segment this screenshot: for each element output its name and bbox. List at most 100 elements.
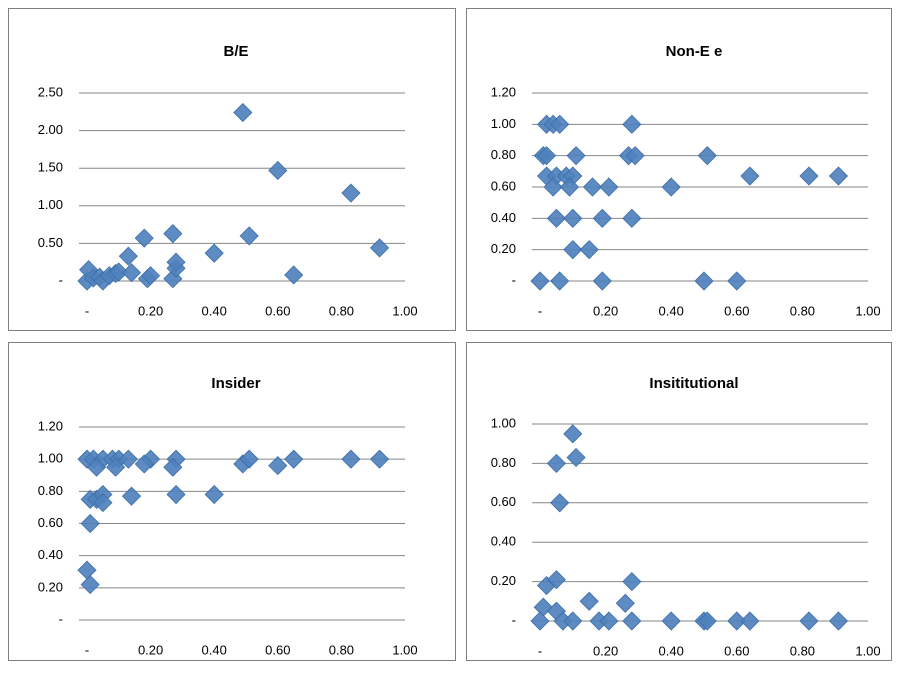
marker: [239, 226, 259, 246]
y-tick-label: 0.60: [38, 515, 63, 530]
chart-title: Insititutional: [649, 375, 738, 392]
marker: [599, 611, 619, 631]
marker: [341, 183, 361, 203]
x-tick-label: 0.60: [265, 642, 290, 657]
marker: [369, 238, 390, 258]
marker: [284, 265, 304, 285]
marker: [118, 246, 138, 266]
x-tick-label: 0.20: [138, 642, 163, 657]
marker: [204, 243, 224, 263]
x-tick-label: 0.60: [265, 303, 290, 318]
y-tick-label: 0.20: [38, 579, 63, 594]
marker: [622, 572, 642, 592]
marker: [546, 453, 566, 473]
marker: [536, 146, 557, 166]
marker: [592, 208, 612, 228]
x-tick-label: 0.40: [202, 642, 227, 657]
marker: [80, 513, 100, 534]
chart-title: Non-E e: [666, 43, 723, 60]
marker: [563, 611, 583, 631]
x-tick-label: -: [85, 642, 89, 657]
marker: [625, 146, 645, 166]
x-tick-label: 0.80: [329, 642, 354, 657]
marker: [530, 611, 550, 631]
marker: [740, 166, 760, 186]
marker: [799, 166, 819, 186]
marker: [118, 449, 138, 469]
marker: [121, 263, 142, 283]
marker: [828, 611, 849, 631]
marker: [93, 493, 113, 513]
x-tick-label: 0.60: [724, 303, 749, 318]
marker: [546, 570, 566, 590]
y-tick-label: 0.40: [491, 210, 516, 225]
x-tick-label: -: [538, 303, 542, 318]
y-tick-label: 1.20: [491, 84, 516, 99]
marker: [163, 457, 183, 477]
marker: [579, 591, 599, 611]
marker: [80, 575, 100, 595]
y-tick-label: 0.60: [491, 494, 516, 509]
marker: [543, 177, 563, 197]
y-tick-label: 0.40: [491, 534, 516, 549]
marker: [530, 271, 550, 291]
x-tick-label: 0.60: [724, 643, 749, 658]
chart-title: Insider: [211, 375, 260, 392]
x-tick-label: 0.80: [790, 303, 815, 318]
y-tick-label: -: [59, 611, 63, 626]
y-tick-label: 0.80: [38, 483, 63, 498]
marker: [697, 611, 717, 631]
marker: [622, 208, 642, 228]
y-tick-label: 0.20: [491, 573, 516, 588]
marker: [163, 224, 183, 244]
x-tick-label: 0.80: [329, 303, 354, 318]
y-tick-label: 0.80: [491, 455, 516, 470]
marker: [341, 449, 361, 469]
marker: [550, 114, 570, 134]
marker: [134, 228, 154, 248]
marker: [369, 449, 390, 469]
y-tick-label: 1.50: [38, 160, 63, 175]
y-tick-label: 2.00: [38, 122, 63, 137]
marker: [740, 611, 760, 631]
x-tick-label: 1.00: [392, 642, 417, 657]
marker: [799, 611, 819, 631]
marker: [661, 611, 681, 631]
y-tick-label: -: [512, 272, 516, 287]
marker: [134, 454, 154, 474]
marker: [559, 177, 580, 197]
marker: [233, 102, 253, 123]
marker: [582, 177, 603, 197]
marker: [550, 493, 570, 513]
marker: [546, 208, 566, 228]
x-tick-label: 0.40: [659, 643, 684, 658]
y-tick-label: 0.50: [38, 235, 63, 250]
marker: [615, 593, 635, 613]
marker: [86, 457, 107, 477]
marker: [109, 262, 129, 282]
marker: [697, 146, 717, 166]
marker: [828, 166, 849, 186]
x-tick-label: 0.80: [790, 643, 815, 658]
x-tick-label: 1.00: [855, 303, 880, 318]
marker: [599, 177, 619, 197]
marker: [622, 611, 642, 631]
x-tick-label: 0.20: [593, 303, 618, 318]
marker: [566, 146, 586, 166]
marker: [579, 240, 599, 260]
marker: [141, 266, 161, 286]
marker: [166, 252, 186, 272]
y-tick-label: 1.00: [38, 451, 63, 466]
marker: [121, 486, 142, 506]
marker: [727, 271, 747, 291]
y-tick-label: 0.60: [491, 178, 516, 193]
y-tick-label: 0.40: [38, 547, 63, 562]
y-tick-label: 0.80: [491, 147, 516, 162]
marker: [566, 447, 586, 468]
marker: [268, 160, 288, 181]
marker: [550, 271, 570, 291]
y-tick-label: 1.00: [491, 116, 516, 131]
marker: [106, 457, 126, 477]
y-tick-label: -: [59, 272, 63, 287]
